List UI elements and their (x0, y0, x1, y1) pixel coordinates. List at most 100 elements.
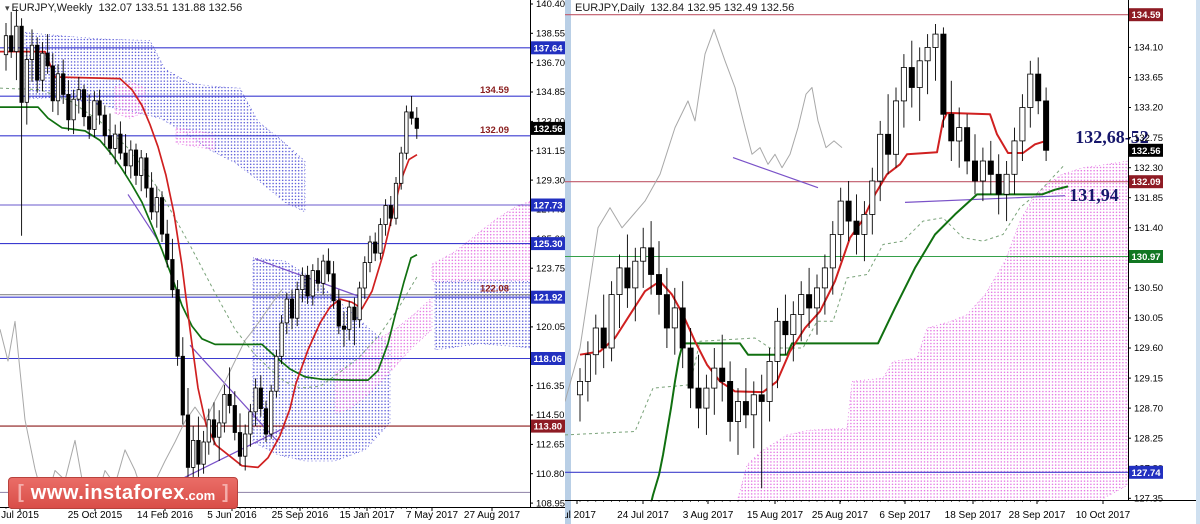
y-tick-label: 136.70 (536, 58, 565, 69)
y-tick-label: 131.15 (536, 146, 565, 157)
candlestick (284, 298, 289, 324)
candlestick (201, 441, 206, 465)
candlestick (243, 433, 248, 457)
tenkan-sen-line (579, 111, 1047, 394)
price-badge-label: 127.73 (534, 201, 563, 212)
trendline[interactable] (904, 195, 1066, 203)
candlestick (9, 35, 14, 53)
y-tick-label: 131.85 (1134, 193, 1163, 204)
daily-chart-header: EURJPY,Daily 132.84 132.95 132.49 132.56 (575, 2, 794, 14)
candlestick (274, 355, 279, 392)
ohlc-values: 132.84 132.95 132.49 132.56 (650, 2, 795, 14)
candlestick (341, 325, 347, 330)
x-tick-label: 14 Feb 2016 (137, 510, 194, 521)
ichimoku-cloud-magenta (431, 200, 530, 283)
price-badge (531, 419, 565, 433)
candlestick (774, 320, 781, 362)
x-tick-label: 10 Oct 2017 (1076, 510, 1131, 521)
candlestick (624, 267, 631, 289)
level-label: 132.09 (480, 125, 509, 136)
price-badge (1129, 143, 1163, 157)
chikou-span-line (565, 28, 843, 402)
y-tick-label: 140.40 (536, 0, 565, 10)
candlestick (1035, 73, 1042, 102)
weekly-chart[interactable]: 134.59132.09122.08140.40138.55136.70134.… (0, 0, 565, 524)
tenkan-sen-line (0, 50, 418, 469)
x-tick-label: 15 Aug 2017 (747, 510, 804, 521)
candlestick (149, 187, 154, 213)
chikou-span-line (0, 289, 283, 506)
price-badge-label: 125.30 (534, 239, 563, 250)
candlestick (869, 180, 876, 215)
candlestick (217, 422, 222, 438)
candlestick (632, 260, 639, 289)
trendline[interactable] (127, 194, 159, 241)
candlestick (916, 60, 923, 88)
candlestick (656, 274, 663, 295)
y-tick-label: 130.05 (1134, 313, 1163, 324)
candlestick (253, 387, 258, 413)
candlestick (409, 111, 414, 119)
trendline[interactable] (189, 344, 279, 443)
plot-area[interactable]: 134.59 132.09 122.08 (0, 8, 535, 506)
candlestick (331, 273, 336, 302)
candlestick (671, 307, 678, 329)
trendline[interactable] (732, 157, 819, 189)
candlestick (813, 287, 820, 309)
y-tick-label: 129.60 (1134, 343, 1163, 354)
candlestick (576, 380, 583, 396)
weekly-chart-panel: 134.59 132.09 122.08 140.40 138.55 136.70 134.… (0, 0, 565, 524)
candlestick (592, 327, 599, 356)
candlestick (806, 294, 813, 309)
candlestick (144, 157, 149, 189)
price-badge-label: 113.80 (534, 422, 563, 433)
price-badge (531, 121, 565, 135)
candlestick (326, 260, 331, 275)
candlestick (357, 287, 362, 321)
candlestick (790, 314, 797, 336)
candlestick (829, 234, 836, 269)
candlestick (414, 117, 419, 129)
candlestick (76, 89, 81, 100)
candlestick (987, 160, 994, 175)
candlestick (758, 394, 765, 402)
candlestick (877, 133, 884, 182)
ohlc-values: 132.07 133.51 131.88 132.56 (98, 2, 243, 14)
candlestick (191, 439, 196, 468)
candlestick (29, 44, 35, 60)
y-tick-label: 133.20 (1134, 103, 1163, 114)
candlestick (924, 47, 931, 62)
candlestick (310, 270, 315, 297)
price-badge-label: 130.97 (1132, 252, 1161, 263)
candlestick (845, 200, 852, 222)
candlestick (263, 408, 269, 435)
candlestick (305, 274, 310, 297)
candlestick (695, 387, 702, 409)
candlestick (159, 197, 165, 235)
candlestick (40, 52, 45, 81)
candlestick (1027, 73, 1034, 108)
symbol-period-label: EURJPY,Daily (575, 2, 645, 14)
candlestick (206, 419, 211, 443)
daily-chart[interactable]: 132,68-52131,94134.55134.10133.65133.201… (565, 0, 1200, 524)
candlestick (222, 393, 227, 424)
price-badge (531, 290, 565, 304)
candlestick (1019, 107, 1026, 142)
y-tick-label: 138.55 (536, 29, 565, 40)
kijun-sen-line (650, 185, 1069, 500)
daily-chart-panel: 132,68-52131,94134.55134.10133.65133.201… (565, 0, 1200, 524)
x-tick-label: Jul 2017 (565, 510, 596, 521)
candlestick (97, 100, 102, 116)
candlestick (734, 401, 741, 422)
plot-area[interactable] (565, 14, 1128, 524)
kijun-sen-line (0, 106, 418, 381)
y-tick-label: 132.75 (1134, 133, 1163, 144)
y-tick-label: 127.35 (1134, 494, 1163, 505)
watermark-tld: .com (184, 487, 216, 503)
candlestick (87, 116, 92, 130)
candlestick (50, 65, 55, 102)
instaforex-watermark[interactable]: [ www.instaforex .com ] (8, 477, 238, 509)
candlestick (35, 44, 40, 81)
candlestick (821, 267, 828, 289)
